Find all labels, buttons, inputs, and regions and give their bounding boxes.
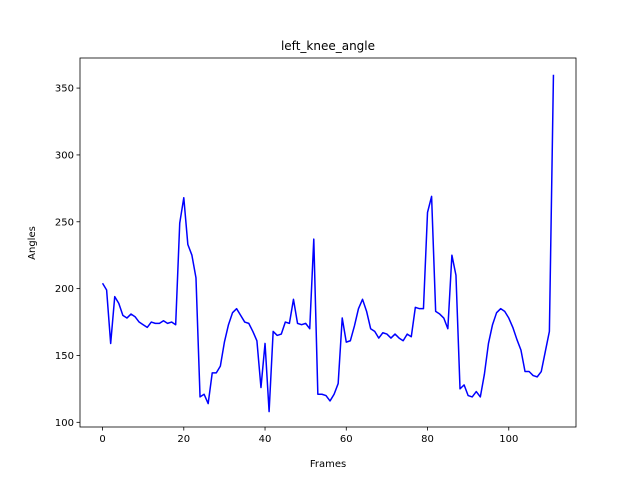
plot-area: 0 20 40 60 80 100 100 150 200 250 300 350	[55, 57, 577, 445]
x-tick-label: 80	[421, 434, 434, 445]
y-tick-label: 250	[55, 217, 74, 228]
y-axis-label: Angles	[27, 226, 38, 260]
x-tick-label: 100	[499, 434, 518, 445]
x-tick-label: 40	[259, 434, 272, 445]
chart-title: left_knee_angle	[281, 39, 375, 53]
axes-frame	[79, 57, 577, 428]
x-axis-label: Frames	[310, 459, 346, 470]
y-tick-label: 150	[55, 351, 74, 362]
y-tick-label: 100	[55, 418, 74, 429]
series-line-0	[101, 74, 555, 413]
x-tick-label: 20	[177, 434, 190, 445]
y-tick-label: 350	[55, 84, 74, 95]
y-tick-label: 200	[55, 284, 74, 295]
y-tick-label: 300	[55, 150, 74, 161]
x-tick-label: 60	[340, 434, 353, 445]
x-tick-label: 0	[99, 434, 105, 445]
